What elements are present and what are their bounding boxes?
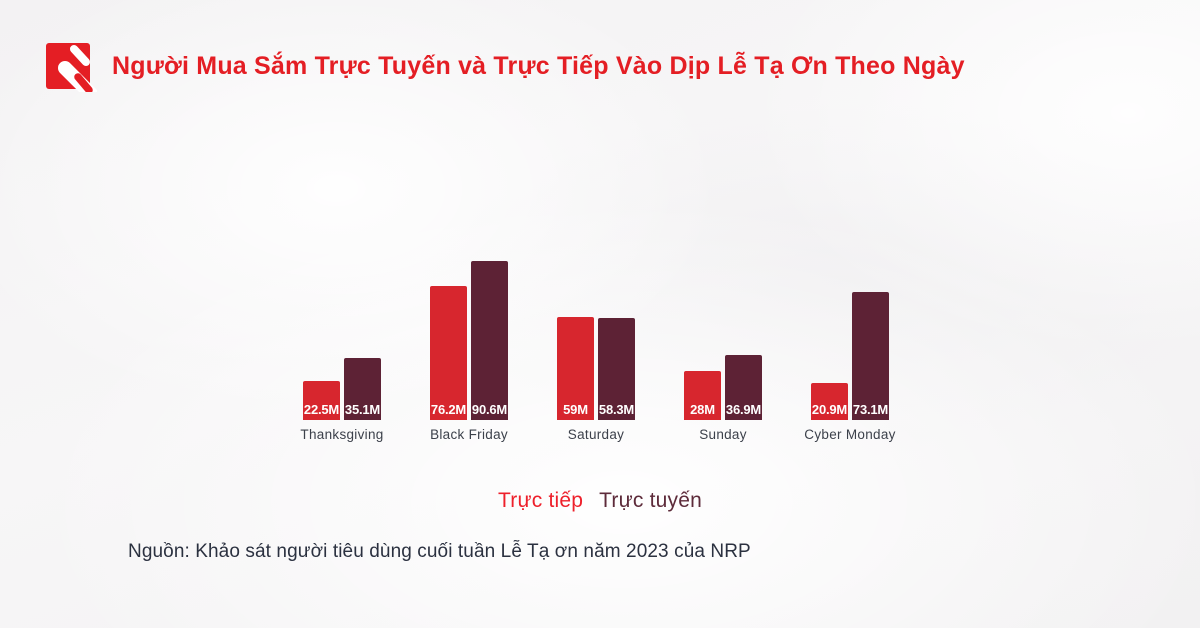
category-label: Black Friday — [430, 427, 508, 442]
category-label: Saturday — [567, 427, 625, 442]
legend-item-in-person: Trực tiếp — [498, 489, 584, 512]
bar-value-label: 36.9M — [725, 402, 762, 417]
bar-value-label: 76.2M — [430, 402, 467, 417]
category-label: Thanksgiving — [300, 427, 384, 442]
bar-online: 73.1M — [852, 291, 889, 420]
category-label: Sunday — [699, 427, 747, 442]
bar-online: 35.1M — [344, 358, 381, 420]
bar-group: 22.5M 35.1M Thanksgiving — [300, 358, 383, 442]
bar-group: 28M 36.9M Sunday — [684, 355, 762, 442]
bar-in-person: 59M — [557, 316, 594, 420]
bar-group: 76.2M 90.6M Black Friday — [430, 261, 508, 442]
bar-value-label: 90.6M — [471, 402, 508, 417]
bar-value-label: 73.1M — [852, 402, 889, 417]
category-label: Cyber Monday — [804, 427, 896, 442]
header: Người Mua Sắm Trực Tuyến và Trực Tiếp Và… — [45, 40, 965, 92]
bar-value-label: 22.5M — [303, 402, 340, 417]
bar-group: 20.9M 73.1M Cyber Monday — [804, 291, 895, 442]
bar-group: 59M 58.3M Saturday — [557, 316, 635, 442]
chart-legend: Trực tiếp Trực tuyến — [0, 489, 1200, 513]
bar-value-label: 58.3M — [598, 402, 635, 417]
source-note: Nguồn: Khảo sát người tiêu dùng cuối tuầ… — [128, 541, 751, 562]
bar-online: 58.3M — [598, 317, 635, 420]
bar-value-label: 35.1M — [344, 402, 381, 417]
page-title: Người Mua Sắm Trực Tuyến và Trực Tiếp Và… — [112, 52, 965, 80]
bar-in-person: 22.5M — [303, 380, 340, 420]
bar-in-person: 20.9M — [811, 383, 848, 420]
bar-online: 36.9M — [725, 355, 762, 420]
brand-logo-icon — [45, 40, 97, 92]
bar-chart: 22.5M 35.1M Thanksgiving 76.2M 90.6M Black Fr… — [300, 250, 895, 442]
bar-value-label: 28M — [690, 402, 715, 417]
bar-value-label: 20.9M — [811, 402, 848, 417]
bar-value-label: 59M — [563, 402, 588, 417]
legend-item-online: Trực tuyến — [599, 489, 702, 512]
bar-online: 90.6M — [471, 261, 508, 420]
bar-in-person: 76.2M — [430, 286, 467, 420]
bar-in-person: 28M — [684, 370, 721, 420]
